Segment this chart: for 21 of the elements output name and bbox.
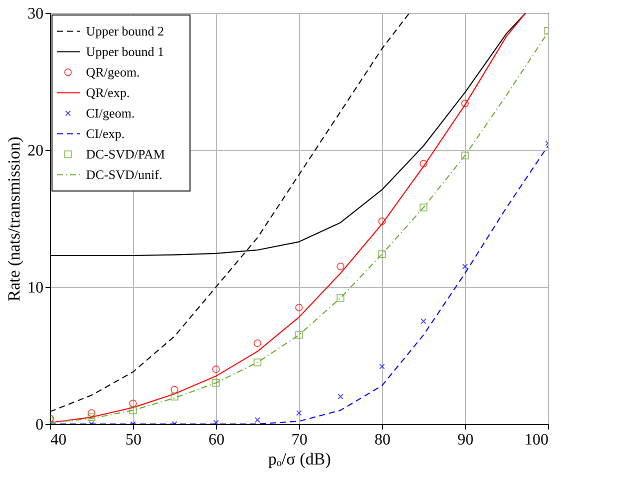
x-axis-title: pₒ/σ (dB)	[268, 450, 331, 468]
legend-label: Upper bound 1	[86, 44, 164, 59]
y-tick-label: 30	[28, 6, 44, 22]
x-tick-label: 40	[50, 432, 66, 448]
x-tick-label: 90	[458, 432, 474, 448]
x-tick-label: 100	[524, 432, 548, 448]
legend-label: QR/geom.	[86, 64, 140, 80]
legend-label: DC-SVD/unif.	[86, 166, 162, 182]
x-tick-label: 70	[292, 432, 308, 448]
x-tick-label: 50	[126, 432, 142, 448]
legend-label: CI/exp.	[86, 126, 125, 141]
legend-label: CI/geom.	[86, 105, 135, 120]
legend-label: Upper bound 2	[86, 23, 164, 38]
legend-label: DC-SVD/PAM	[86, 146, 166, 162]
legend-label: QR/exp.	[86, 84, 130, 100]
y-tick-label: 0	[36, 416, 44, 434]
y-tick-label: 10	[28, 280, 44, 296]
y-axis-title: Rate (nats/transmission)	[4, 136, 24, 302]
y-tick-label: 20	[28, 142, 44, 160]
x-tick-label: 80	[374, 432, 390, 448]
x-tick-label: 60	[208, 432, 224, 448]
